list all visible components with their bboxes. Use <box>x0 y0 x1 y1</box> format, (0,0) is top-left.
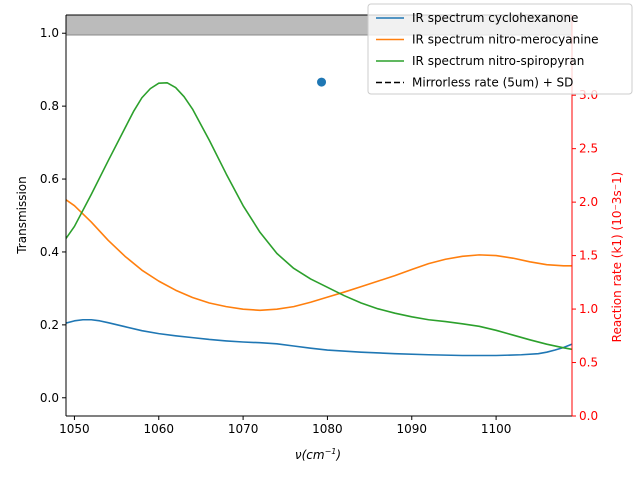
legend-label-2: IR spectrum nitro-merocyanine <box>412 33 599 47</box>
legend-label-1: IR spectrum cyclohexanone <box>412 11 578 25</box>
y-left-tick-label: 0.4 <box>40 245 59 259</box>
y-right-tick-label: 2.5 <box>579 142 598 156</box>
y-left-tick-label: 0.6 <box>40 172 59 186</box>
x-tick-label: 1070 <box>228 422 259 436</box>
legend-label-3: IR spectrum nitro-spiropyran <box>412 54 584 68</box>
scatter-point <box>317 77 327 87</box>
x-axis-label-close: ) <box>335 448 341 462</box>
legend-box <box>367 3 633 95</box>
x-axis-label-exponent: −1 <box>325 447 337 456</box>
x-tick-label: 1090 <box>396 422 427 436</box>
x-tick-label: 1100 <box>481 422 512 436</box>
series-line-1 <box>66 318 572 357</box>
y-left-tick-label: 0.0 <box>40 391 59 405</box>
x-axis-label-main: ν( <box>295 448 308 462</box>
y-right-tick-label: 0.0 <box>579 409 598 423</box>
y-axis-label-right: Reaction rate (k1) (10⁻3s⁻1) <box>610 172 624 343</box>
y-left-tick-label: 1.0 <box>40 26 59 40</box>
x-axis-label: ν(cm−1) <box>295 447 341 462</box>
y-left-tick-label: 0.2 <box>40 318 59 332</box>
y-left-tick-label: 0.8 <box>40 99 59 113</box>
y-right-tick-label: 0.5 <box>579 356 598 370</box>
legend-label-4: Mirrorless rate (5um) + SD <box>412 76 573 90</box>
y-right-tick-label: 1.5 <box>579 249 598 263</box>
y-right-tick-label: 2.0 <box>579 195 598 209</box>
x-tick-label: 1050 <box>59 422 90 436</box>
x-tick-label: 1060 <box>143 422 174 436</box>
x-tick-label: 1080 <box>312 422 343 436</box>
legend: IR spectrum cyclohexanone IR spectrum nit… <box>367 3 633 95</box>
y-right-tick-label: 1.0 <box>579 302 598 316</box>
series-line-3 <box>66 82 572 351</box>
x-axis-label-unit: cm <box>306 448 324 462</box>
series-line-2 <box>66 199 572 312</box>
y-axis-label-left: Transmission <box>15 176 29 255</box>
